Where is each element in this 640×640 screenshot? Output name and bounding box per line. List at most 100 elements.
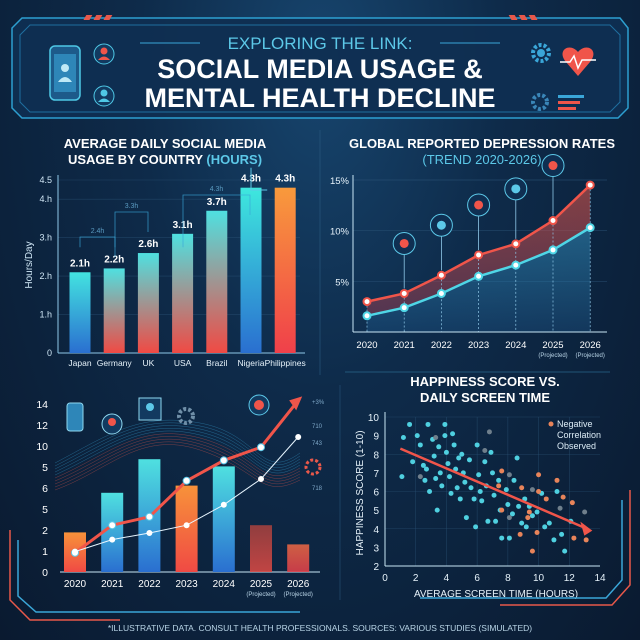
scatter-point <box>456 455 462 461</box>
header-title-line2: MENTAL HEALTH DECLINE <box>145 83 496 113</box>
scatter-point <box>476 472 482 478</box>
x-tick-label: 6 <box>474 573 480 584</box>
x-tick-label: USA <box>174 358 192 368</box>
scatter-point <box>534 509 540 515</box>
heart-pulse-icon <box>560 47 596 76</box>
scatter-point <box>414 433 420 439</box>
gear-icon <box>304 458 322 476</box>
y-tick-label: 5 <box>373 506 379 517</box>
y-tick-label: 12 <box>36 420 48 432</box>
legend-text: Observed <box>557 441 596 451</box>
data-point <box>362 297 372 307</box>
bar-usa <box>172 233 194 353</box>
scatter-point <box>436 444 442 450</box>
scatter-point <box>517 531 523 537</box>
scatter-point <box>506 472 512 478</box>
data-point <box>474 250 484 260</box>
data-point <box>219 456 228 465</box>
scatter-point <box>417 474 423 480</box>
scatter-point <box>569 500 575 506</box>
scatter-point <box>523 524 529 530</box>
trend-arrow <box>399 447 585 529</box>
y-tick-label: 6 <box>42 483 48 495</box>
y-tick-label: 9 <box>373 432 379 443</box>
x-tick-label: Philippines <box>265 358 306 368</box>
data-point <box>474 271 484 281</box>
x-tick-sublabel: (Projected) <box>538 353 567 359</box>
scatter-point <box>451 442 457 448</box>
scatter-point <box>516 503 522 509</box>
scatter-point <box>546 520 552 526</box>
bar-japan <box>69 272 91 353</box>
scatter-point <box>534 529 540 535</box>
scatter-point <box>474 442 480 448</box>
x-tick-sublabel: (Projected) <box>246 592 275 598</box>
y-tick-label: 14 <box>36 399 48 411</box>
x-tick-label: 2024 <box>213 579 236 590</box>
wave-decor <box>54 428 301 473</box>
wave-decor <box>54 439 301 485</box>
scatter-point <box>557 505 563 511</box>
bar-2021 <box>101 492 124 572</box>
scatter-point <box>490 470 495 476</box>
x-tick-label: 2026 <box>580 340 601 351</box>
scatter-point <box>536 489 542 494</box>
scatter-point <box>445 461 451 467</box>
scatter-point <box>551 537 557 543</box>
annotation-label: 3.3h <box>125 203 139 210</box>
y-tick-label: 5 <box>42 462 48 474</box>
x-tick-label: 2020 <box>64 579 87 590</box>
scatter-point <box>519 485 525 491</box>
scatter-point <box>439 483 445 489</box>
chart4-title-line2: DAILY SCREEN TIME <box>420 390 550 405</box>
scatter-point <box>433 475 439 481</box>
scatter-point <box>554 489 560 494</box>
wave-decor <box>54 436 301 482</box>
legend-text: Correlation <box>557 430 601 440</box>
brain-icon <box>511 184 521 194</box>
data-point <box>399 288 409 298</box>
data-point <box>436 270 446 280</box>
scatter-point <box>433 434 439 440</box>
y-tick-label: 2.h <box>39 271 52 281</box>
scatter-point <box>417 442 423 448</box>
chart4-xlabel: AVERAGE SCREEN TIME (HOURS) <box>414 589 578 600</box>
header-banner: EXPLORING THE LINK: SOCIAL MEDIA USAGE &… <box>11 15 629 119</box>
y-tick-label: 0 <box>42 567 48 579</box>
x-tick-label: 2023 <box>468 340 489 351</box>
scatter-point <box>420 462 426 468</box>
scatter-point <box>443 449 449 455</box>
y-tick-label: 4.h <box>39 194 52 204</box>
annotation-connector <box>114 211 149 248</box>
data-point <box>257 443 265 452</box>
legend-marker <box>548 421 554 427</box>
y-tick-label: 15% <box>330 176 350 187</box>
data-point <box>146 530 153 536</box>
x-tick-label: Japan <box>68 358 91 368</box>
scatter-point <box>542 524 548 530</box>
scatter-point <box>453 466 459 472</box>
scatter-point <box>482 448 488 454</box>
scatter-point <box>560 494 566 500</box>
data-point <box>436 288 446 298</box>
bar-2024 <box>212 466 235 572</box>
scatter-point <box>427 489 433 494</box>
x-tick-label: Nigeria <box>238 358 265 368</box>
x-tick-label: 2021 <box>101 579 124 590</box>
annotation-label: 4.3h <box>210 186 224 193</box>
gear-icon <box>177 407 195 425</box>
wave-decor <box>54 430 301 476</box>
x-tick-label: Germany <box>97 358 133 368</box>
data-point <box>145 512 154 521</box>
scatter-point <box>514 455 520 461</box>
chart1-ylabel: Hours/Day <box>24 241 35 288</box>
x-tick-label: 4 <box>444 573 450 584</box>
x-tick-label: 2026 <box>287 579 310 590</box>
scatter-point <box>399 474 405 480</box>
chart2-subtitle: (TREND 2020-2026) <box>422 152 541 167</box>
chart1-title-line2: USAGE BY COUNTRY (HOURS) <box>68 152 262 167</box>
y-tick-label: 8 <box>373 450 379 461</box>
heart-pulse-icon <box>254 400 264 410</box>
data-point <box>72 548 78 555</box>
